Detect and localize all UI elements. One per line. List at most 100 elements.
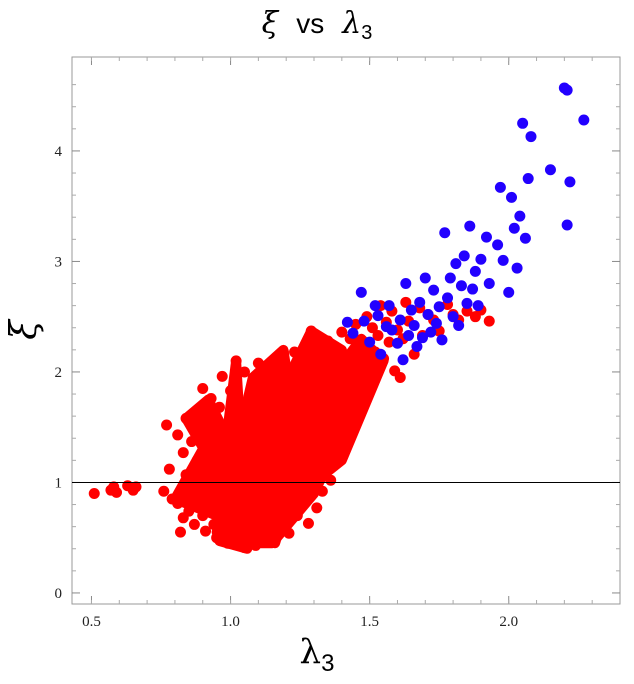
blue-point [391, 337, 403, 349]
red-point [308, 373, 320, 385]
blue-point [525, 131, 537, 143]
red-point [316, 485, 328, 497]
blue-point [355, 286, 367, 298]
y-tick-label: 3 [55, 254, 63, 270]
blue-point [469, 265, 481, 277]
red-point [483, 315, 495, 327]
blue-point [508, 222, 520, 234]
blue-point [419, 272, 431, 284]
y-tick-label: 4 [55, 144, 63, 160]
y-tick-label: 1 [55, 475, 63, 491]
red-point [305, 325, 317, 337]
red-point [222, 471, 234, 483]
red-point [297, 497, 309, 509]
red-point [161, 419, 173, 431]
red-point [252, 357, 264, 369]
red-point [211, 532, 223, 544]
red-point [364, 360, 376, 372]
red-point [174, 526, 186, 538]
blue-point [480, 231, 492, 243]
red-point [222, 537, 234, 549]
red-point [213, 401, 225, 413]
blue-point [447, 311, 459, 323]
red-point [283, 527, 295, 539]
blue-point [394, 314, 406, 326]
red-point [200, 441, 212, 453]
blue-point [455, 280, 467, 292]
red-point [322, 335, 334, 347]
red-point [347, 407, 359, 419]
red-point [180, 469, 192, 481]
red-point [252, 508, 264, 520]
red-point [194, 473, 206, 485]
red-point [186, 436, 198, 448]
red-point [311, 502, 323, 514]
red-point [291, 510, 303, 522]
blue-point [347, 327, 359, 339]
red-point [333, 415, 345, 427]
red-point [255, 463, 267, 475]
blue-point [411, 341, 423, 353]
series-red-points [88, 296, 495, 554]
red-point [191, 454, 203, 466]
red-point [275, 516, 287, 528]
blue-point [369, 300, 381, 312]
blue-point [561, 219, 573, 231]
red-point [269, 535, 281, 547]
blue-point [400, 278, 412, 290]
red-point [219, 523, 231, 535]
red-point [208, 431, 220, 443]
red-point [400, 296, 412, 308]
red-point [316, 423, 328, 435]
red-point [302, 517, 314, 529]
chart-title: ξ vs λ3 [0, 6, 634, 45]
red-point [350, 318, 362, 330]
red-point [272, 471, 284, 483]
red-point [366, 322, 378, 334]
red-point [372, 329, 384, 341]
red-point [225, 385, 237, 397]
blue-point [458, 250, 470, 262]
red-point [250, 539, 262, 551]
red-point [252, 417, 264, 429]
red-point [236, 496, 248, 508]
red-point [244, 470, 256, 482]
red-point [308, 440, 320, 452]
red-point [264, 485, 276, 497]
red-point [280, 492, 292, 504]
red-point [358, 375, 370, 387]
blue-point [544, 164, 556, 176]
red-point [333, 374, 345, 386]
red-point [325, 474, 337, 486]
blue-point [453, 320, 465, 332]
red-point [330, 455, 342, 467]
x-tick-label: 1.5 [360, 614, 379, 630]
title-right-subscript: 3 [361, 22, 373, 44]
series-blue-points [341, 82, 590, 366]
title-left-symbol: ξ [261, 6, 279, 41]
red-point [188, 518, 200, 530]
blue-point [514, 210, 526, 222]
x-tick-label: 0.5 [82, 614, 101, 630]
x-axis-label-subscript: 3 [321, 650, 335, 677]
red-point [177, 447, 189, 459]
blue-point [519, 232, 531, 244]
red-point [266, 452, 278, 464]
red-point [350, 368, 362, 380]
red-point [219, 437, 231, 449]
red-point [247, 380, 259, 392]
red-point [336, 326, 348, 338]
blue-point [511, 262, 523, 274]
red-point [230, 534, 242, 546]
red-point [314, 461, 326, 473]
blue-point [517, 117, 529, 129]
red-point [216, 491, 228, 503]
red-point [172, 429, 184, 441]
y-tick-label: 2 [55, 365, 63, 381]
red-point [88, 487, 100, 499]
red-point [339, 398, 351, 410]
red-point [322, 407, 334, 419]
y-axis-label: ξ [4, 320, 45, 340]
red-point [202, 422, 214, 434]
